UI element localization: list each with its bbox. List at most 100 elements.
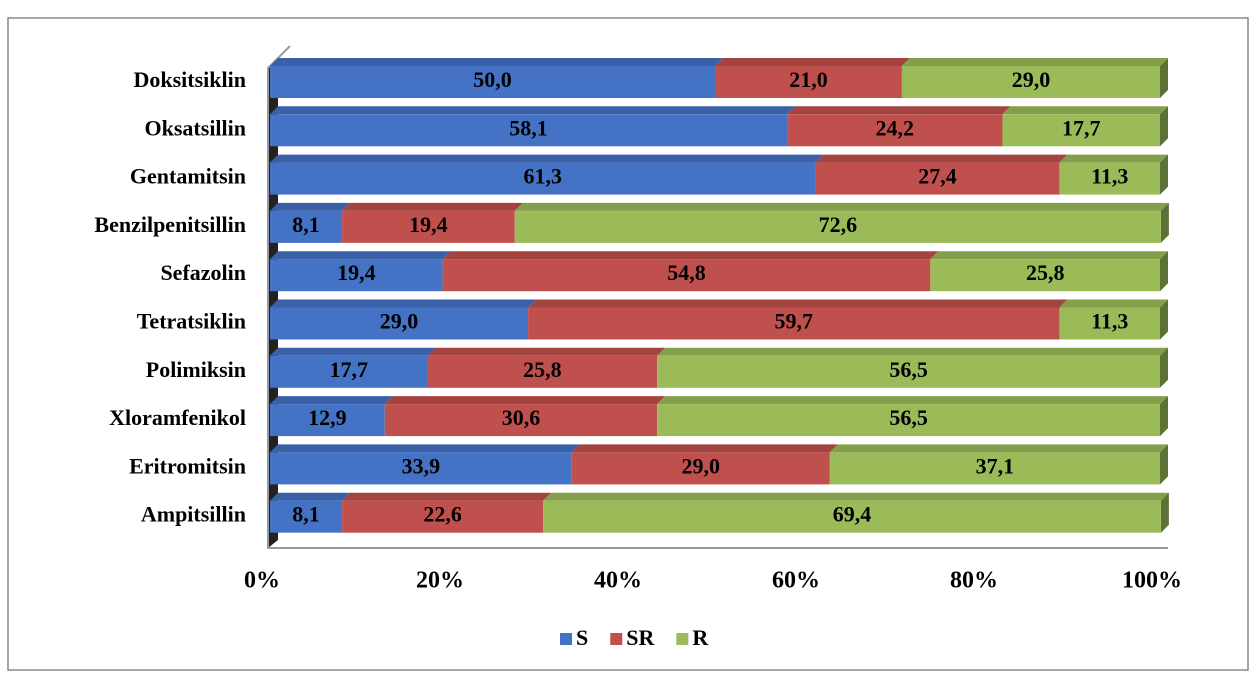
legend-label: S [576, 625, 588, 650]
bar-top [543, 492, 1169, 501]
legend-swatch [560, 633, 572, 645]
data-label: 17,7 [330, 357, 369, 382]
data-label: 37,1 [976, 453, 1015, 478]
bar-side [1160, 444, 1168, 485]
bar-top [270, 202, 351, 211]
legend-label: R [692, 625, 709, 650]
data-label: 17,7 [1062, 115, 1101, 140]
category-label: Sefazolin [160, 260, 246, 285]
bar [715, 66, 902, 98]
bar-side [1160, 492, 1169, 533]
data-label: 25,8 [523, 357, 562, 382]
category-label: Tetratsiklin [137, 309, 246, 334]
bar [270, 210, 343, 243]
bar [384, 404, 658, 437]
bar-top [442, 251, 939, 260]
x-tick-label: 20% [416, 568, 464, 594]
data-label: 72,6 [819, 212, 858, 237]
bar [901, 66, 1160, 98]
x-tick-label: 0% [244, 568, 280, 594]
bar [270, 500, 343, 533]
bar [1002, 114, 1160, 147]
data-label: 29,0 [682, 453, 721, 478]
bar-top [384, 396, 666, 405]
bar-top [270, 58, 723, 66]
bar [571, 452, 830, 485]
data-label: 58,1 [509, 115, 548, 140]
bar-side [1160, 106, 1168, 147]
data-label: 19,4 [409, 212, 448, 237]
category-label: Gentamitsin [130, 164, 246, 189]
bar-top [657, 396, 1168, 405]
bar [528, 307, 1060, 340]
bar [342, 500, 544, 533]
bar-top [930, 251, 1168, 260]
bar [815, 162, 1060, 195]
data-label: 11,3 [1091, 164, 1128, 189]
bar [270, 452, 572, 485]
bar-top [270, 299, 537, 308]
bar [270, 307, 529, 340]
data-label: 69,4 [833, 502, 872, 527]
bar-side [1160, 202, 1169, 243]
bar [270, 355, 428, 388]
bar-top [1059, 154, 1168, 163]
bar [1059, 307, 1160, 340]
data-label: 61,3 [524, 164, 563, 189]
bar-side [1160, 396, 1168, 437]
data-label: 8,1 [292, 502, 320, 527]
bar-side [1160, 299, 1168, 340]
bar-top [270, 396, 393, 405]
data-label: 21,0 [789, 67, 828, 92]
legend-swatch [610, 633, 623, 645]
data-label: 8,1 [292, 212, 320, 237]
bar [829, 452, 1160, 485]
bar-top [270, 492, 351, 501]
data-label: 50,0 [473, 67, 512, 92]
legend-swatch [676, 633, 689, 645]
category-label: Ampitsillin [141, 502, 246, 527]
bar-top [342, 202, 523, 211]
bar-top [901, 58, 1168, 66]
data-label: 29,0 [1012, 67, 1051, 92]
bar-top [342, 492, 552, 501]
bar-top [270, 251, 451, 260]
bar-top [270, 347, 436, 356]
bar-side [1160, 347, 1168, 388]
bar-top [514, 202, 1169, 211]
data-label: 24,2 [876, 115, 915, 140]
bar-top [427, 347, 666, 356]
data-label: 12,9 [308, 405, 347, 430]
bar [270, 259, 443, 292]
category-label: Doksitsiklin [134, 67, 247, 92]
bar-top [1002, 106, 1168, 115]
data-label: 19,4 [337, 260, 376, 285]
bar [342, 210, 515, 243]
bar [657, 355, 1160, 388]
bar-top [657, 347, 1168, 356]
bar-top [715, 58, 910, 66]
data-label: 30,6 [502, 405, 541, 430]
x-tick-label: 100% [1122, 568, 1182, 594]
data-label: 56,5 [889, 405, 928, 430]
bar [270, 404, 385, 437]
bar [270, 114, 788, 147]
data-label: 27,4 [918, 164, 957, 189]
bar [427, 355, 658, 388]
category-label: Eritromitsin [129, 453, 246, 478]
x-tick-label: 60% [772, 568, 820, 594]
category-label: Polimiksin [146, 357, 246, 382]
bar-top [270, 154, 824, 163]
data-label: 25,8 [1026, 260, 1065, 285]
legend-label: SR [626, 625, 655, 650]
data-label: 33,9 [402, 453, 441, 478]
data-label: 54,8 [667, 260, 706, 285]
bar-top [270, 444, 580, 453]
x-tick-label: 80% [950, 568, 998, 594]
bar-top [1059, 299, 1168, 308]
bar [787, 114, 1003, 147]
bar-top [270, 106, 796, 115]
bar [1059, 162, 1160, 195]
bar-top [571, 444, 838, 453]
